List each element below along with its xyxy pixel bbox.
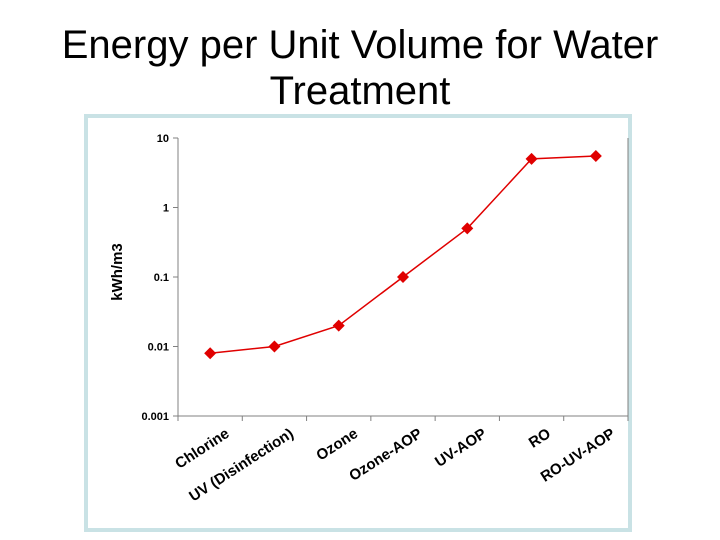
x-category-label: Ozone bbox=[313, 425, 361, 464]
y-tick-label: 0.1 bbox=[154, 272, 169, 284]
y-tick-label: 1 bbox=[163, 203, 169, 215]
y-axis-title: kWh/m3 bbox=[109, 243, 126, 301]
chart-frame bbox=[84, 114, 632, 532]
slide-title: Energy per Unit Volume for Water Treatme… bbox=[0, 22, 720, 114]
data-point-marker bbox=[589, 150, 602, 163]
data-point-marker bbox=[332, 319, 345, 332]
x-category-label: Ozone-AOP bbox=[346, 425, 425, 485]
x-category-label: UV (Disinfection) bbox=[186, 425, 297, 505]
x-category-label: Chlorine bbox=[172, 425, 232, 472]
y-tick-label: 0.001 bbox=[141, 411, 169, 423]
slide-title-line-1: Energy per Unit Volume for Water bbox=[61, 23, 659, 67]
x-category-label: RO bbox=[526, 425, 554, 452]
x-category-label: UV-AOP bbox=[432, 425, 489, 471]
y-tick-label: 0.01 bbox=[148, 342, 169, 354]
data-point-marker bbox=[204, 347, 217, 360]
data-point-marker bbox=[397, 271, 409, 283]
series-line bbox=[210, 155, 596, 354]
data-point-marker bbox=[268, 340, 281, 353]
slide-title-line-2: Treatment bbox=[269, 69, 451, 113]
data-point-marker bbox=[461, 222, 474, 235]
data-point-marker bbox=[525, 152, 538, 165]
y-tick-label: 10 bbox=[157, 133, 169, 145]
